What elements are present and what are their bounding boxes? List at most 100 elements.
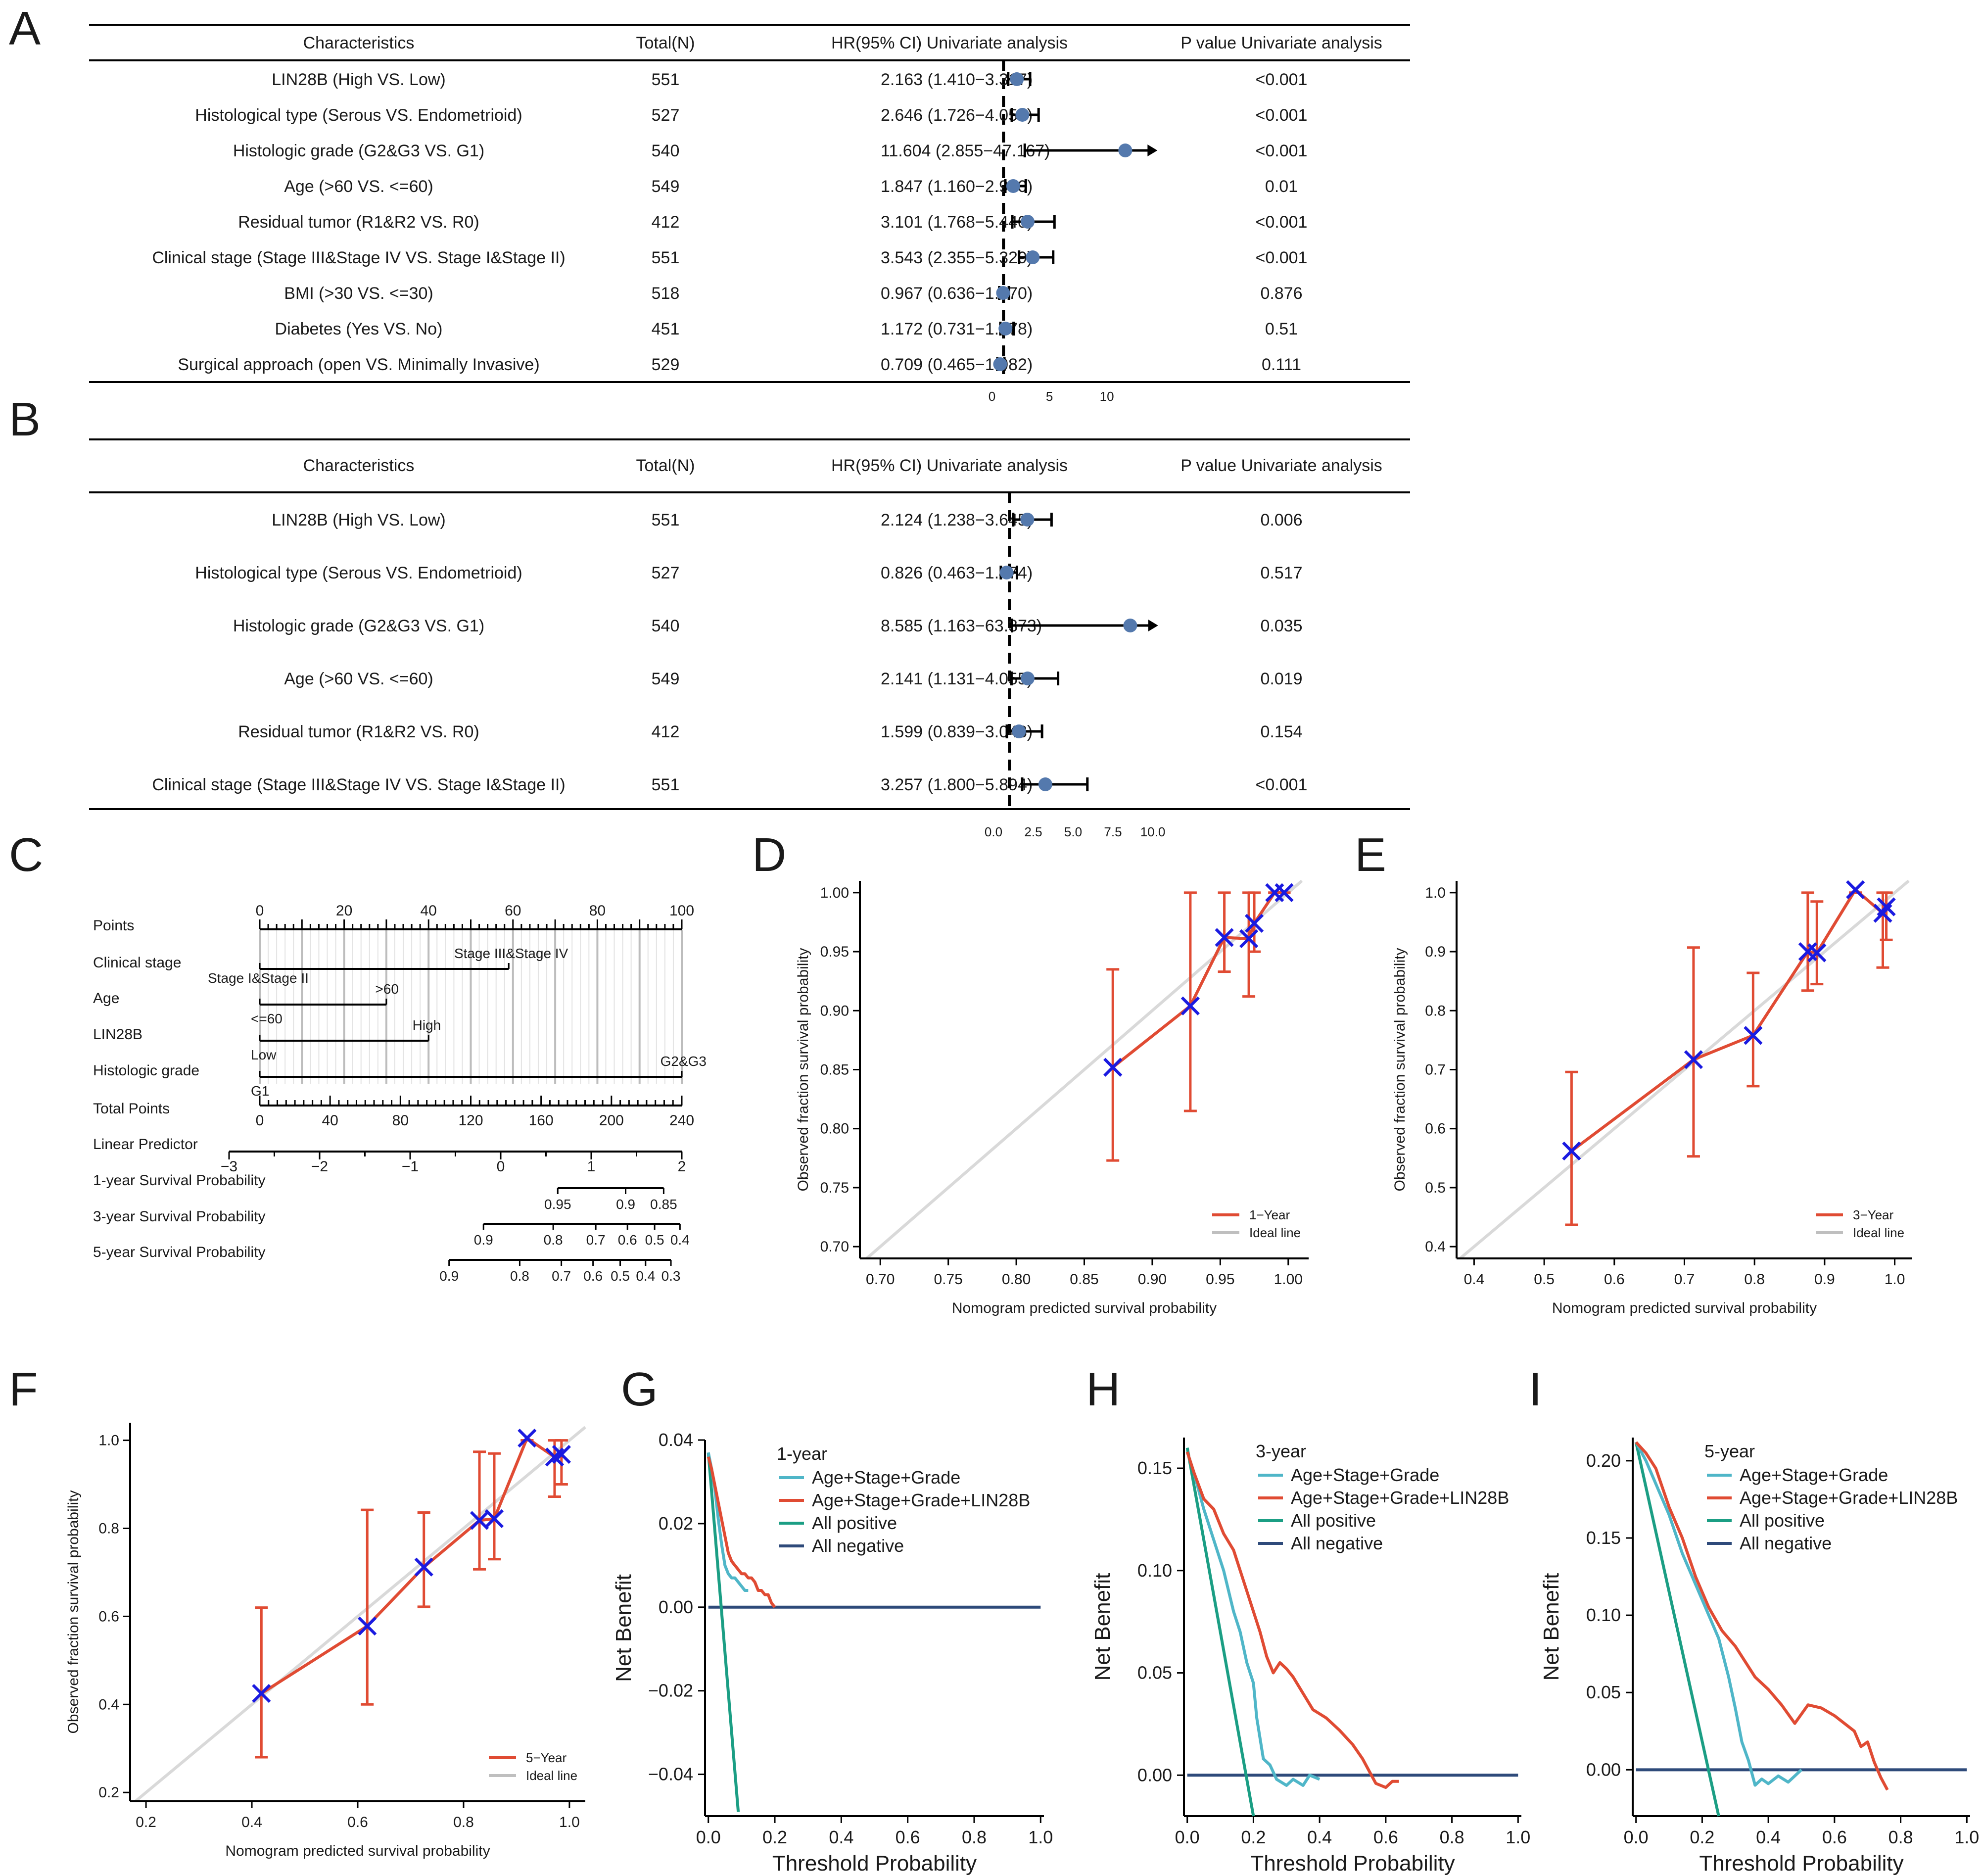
y-tick-label: 0.8 <box>1425 1003 1446 1019</box>
x-tick-label: 0.2 <box>1690 1827 1714 1847</box>
ci-arrow <box>1147 144 1158 156</box>
y-tick-label: 0.80 <box>820 1121 849 1137</box>
linear-predictor-tick-label: 1 <box>587 1158 596 1175</box>
y-tick-label: −0.02 <box>648 1681 693 1701</box>
variable-level-high: Stage III&Stage IV <box>454 946 568 961</box>
y-axis-title: Net Benefit <box>1090 1573 1115 1681</box>
x-axis-title: Nomogram predicted survival probability <box>952 1300 1217 1316</box>
row-label: Surgical approach (open VS. Minimally In… <box>178 355 539 374</box>
calibration-plot-f: 0.2 0.4 0.6 0.8 1.0 0.2 0.4 0.6 0.8 1.0 Nomogram p… <box>65 1423 586 1859</box>
calibration-line <box>1570 887 1888 1153</box>
y-tick-label: 1.0 <box>1425 885 1446 901</box>
y-tick-label: 0.7 <box>1425 1062 1446 1078</box>
legend-label: 3−Year <box>1853 1207 1894 1222</box>
calibration-point <box>1877 897 1896 916</box>
legend-label: Age+Stage+Grade+LIN28B <box>1291 1488 1509 1508</box>
x-tick-label: 0.7 <box>1674 1271 1695 1288</box>
y-tick-label: 0.20 <box>1586 1450 1621 1471</box>
x-tick-label: 0.8 <box>453 1814 474 1830</box>
panel-label-g: G <box>621 1363 658 1416</box>
row-label: Histological type (Serous VS. Endometrio… <box>195 106 522 125</box>
x-tick-label: 0.80 <box>1002 1271 1031 1288</box>
legend-label: 1−Year <box>1249 1207 1290 1222</box>
y-tick-label: 0.6 <box>98 1608 119 1625</box>
calibration-point <box>1215 928 1234 947</box>
x-axis-title: Nomogram predicted survival probability <box>1552 1300 1817 1316</box>
series-line <box>1185 1451 1321 1787</box>
row-total-n: 529 <box>652 355 680 374</box>
legend-label: Ideal line <box>1249 1225 1301 1240</box>
x-tick-label: 0.8 <box>962 1827 987 1847</box>
forest-row: Clinical stage (Stage III&Stage IV VS. S… <box>152 248 1307 267</box>
nomogram-row-label: Linear Predictor <box>93 1136 198 1153</box>
column-header: Characteristics <box>303 34 415 52</box>
calibration-line <box>260 1436 562 1695</box>
panel-label-e: E <box>1355 828 1386 881</box>
variable-level-high: High <box>413 1017 441 1033</box>
points-tick-label: 40 <box>421 903 437 919</box>
ci-arrow <box>1148 620 1158 631</box>
forest-row: Age (>60 VS. <=60) 549 2.141 (1.131−4.055)… <box>284 670 1302 688</box>
legend-label: Ideal line <box>1853 1225 1904 1240</box>
series-line <box>1634 1442 1720 1817</box>
x-tick-label: 0.6 <box>1822 1827 1847 1847</box>
legend-label: All positive <box>812 1513 897 1533</box>
row-hr-ci: 2.646 (1.726−4.057) <box>881 106 1033 125</box>
calibration-point <box>484 1509 504 1529</box>
row-label: Histologic grade (G2&G3 VS. G1) <box>233 142 484 160</box>
nomogram-row-label: Age <box>93 990 119 1007</box>
row-p-value: <0.001 <box>1256 142 1308 160</box>
calibration-point <box>518 1429 537 1448</box>
hr-point <box>1038 777 1052 791</box>
row-total-n: 549 <box>652 670 680 688</box>
x-tick-label: 0.0 <box>985 824 1002 839</box>
forest-row: Histologic grade (G2&G3 VS. G1) 540 11.604… <box>233 142 1308 160</box>
row-label: Histological type (Serous VS. Endometrio… <box>195 564 522 582</box>
row-label: Clinical stage (Stage III&Stage IV VS. S… <box>152 775 565 794</box>
y-tick-label: 0.4 <box>98 1696 119 1713</box>
calibration-point <box>414 1557 433 1577</box>
row-p-value: 0.035 <box>1260 617 1302 635</box>
x-tick-label: 5.0 <box>1064 824 1082 839</box>
column-header: Characteristics <box>303 456 415 475</box>
calibration-point <box>1744 1026 1763 1045</box>
calibration-point <box>1846 880 1865 900</box>
forest-row: Diabetes (Yes VS. No) 451 1.172 (0.731−1.8… <box>275 320 1298 338</box>
decision-curve-i: 0.0 0.2 0.4 0.6 0.8 1.0 0.00 0.05 0.10 0.15 0.20 Th… <box>1539 1438 1979 1876</box>
survival-tick-label: 0.9 <box>439 1268 459 1284</box>
calibration-point <box>1103 1058 1123 1077</box>
y-tick-label: 0.02 <box>659 1513 693 1534</box>
linear-predictor-tick-label: −1 <box>402 1158 419 1175</box>
legend-label: Ideal line <box>526 1768 577 1783</box>
y-tick-label: 0.2 <box>98 1784 119 1801</box>
x-tick-label: 2.5 <box>1024 824 1042 839</box>
nomogram-row-label: 3-year Survival Probability <box>93 1208 265 1225</box>
row-total-n: 527 <box>652 564 680 582</box>
y-tick-label: 0.5 <box>1425 1180 1446 1196</box>
row-total-n: 551 <box>652 775 680 794</box>
row-p-value: 0.006 <box>1260 511 1302 529</box>
row-total-n: 551 <box>652 511 680 529</box>
hr-point <box>1012 724 1026 738</box>
nomogram-row-label: Total Points <box>93 1101 170 1117</box>
panel-label-b: B <box>9 393 41 446</box>
survival-tick-label: 0.4 <box>636 1268 655 1284</box>
panel-label-h: H <box>1086 1363 1120 1416</box>
x-tick-label: 1.0 <box>1885 1271 1905 1288</box>
row-label: LIN28B (High VS. Low) <box>272 70 446 89</box>
x-tick-label: 1.0 <box>1028 1827 1053 1847</box>
calibration-point <box>358 1616 377 1636</box>
total-points-tick-label: 160 <box>529 1112 554 1129</box>
survival-tick-label: 0.9 <box>616 1197 635 1212</box>
row-p-value: 0.876 <box>1260 284 1302 303</box>
hr-point <box>1020 513 1035 527</box>
row-p-value: <0.001 <box>1256 775 1308 794</box>
row-p-value: 0.019 <box>1260 670 1302 688</box>
forest-row: Histologic grade (G2&G3 VS. G1) 540 8.585 … <box>233 617 1303 635</box>
row-label: Diabetes (Yes VS. No) <box>275 320 443 338</box>
survival-tick-label: 0.85 <box>650 1197 677 1212</box>
x-axis-title: Threshold Probability <box>1699 1851 1903 1876</box>
forest-plot-a: Characteristics Total(N) HR(95% CI) Univar… <box>89 24 1410 404</box>
forest-row: LIN28B (High VS. Low) 551 2.163 (1.410−3.3… <box>272 70 1307 89</box>
row-p-value: 0.111 <box>1262 355 1301 374</box>
